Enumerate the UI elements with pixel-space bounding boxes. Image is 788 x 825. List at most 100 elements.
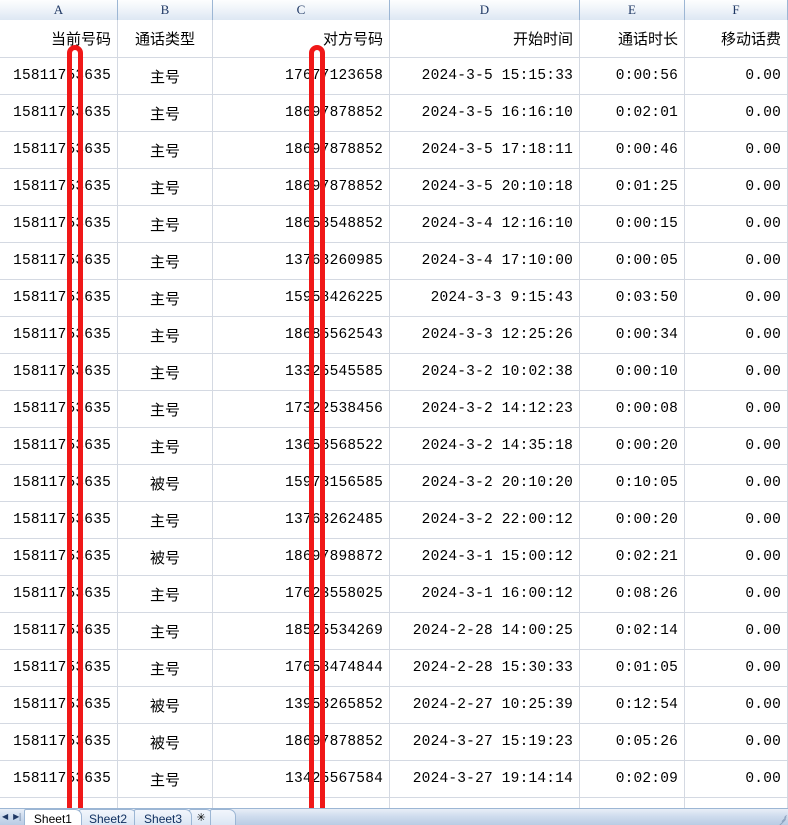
table-row[interactable]: 15811753635 主号 13768262485 2024-3-2 22:00:1… (0, 502, 788, 539)
cell-current-number[interactable]: 15811753635 (0, 465, 118, 501)
cell-other-number[interactable]: 18697898872 (213, 539, 390, 575)
cell-duration[interactable]: 0:01:25 (580, 169, 685, 205)
table-row[interactable]: 15811753635 主号 13425567584 2024-3-27 19:14:… (0, 761, 788, 798)
cell-current-number[interactable]: 15811753635 (0, 243, 118, 279)
cell-current-number[interactable]: 15811753635 (0, 761, 118, 797)
column-header-d[interactable]: D (390, 0, 580, 20)
cell-duration[interactable]: 0:00:10 (580, 354, 685, 390)
cell-call-type[interactable]: 主号 (118, 576, 213, 612)
last-sheet-arrow-icon[interactable]: ▶| (13, 811, 21, 821)
cell-call-type[interactable]: 被号 (118, 687, 213, 723)
column-header-a[interactable]: A (0, 0, 118, 20)
cell-other-number[interactable]: 18658548852 (213, 206, 390, 242)
cell-other-number[interactable]: 13425567584 (213, 761, 390, 797)
cell-other-number[interactable]: 13325545585 (213, 354, 390, 390)
cell-fee[interactable]: 0.00 (685, 465, 788, 501)
cell-duration[interactable]: 0:02:14 (580, 613, 685, 649)
table-row[interactable]: 15811753635 主号 13658568522 2024-3-2 14:35:1… (0, 428, 788, 465)
cell-current-number[interactable]: 15811753635 (0, 650, 118, 686)
header-cell-duration[interactable]: 通话时长 (580, 20, 685, 57)
sheet-tab-sheet1[interactable]: Sheet1 (23, 809, 82, 825)
cell-call-type[interactable]: 被号 (118, 465, 213, 501)
cell-other-number[interactable]: 13768262485 (213, 502, 390, 538)
cell-call-type[interactable]: 主号 (118, 169, 213, 205)
cell-duration[interactable]: 0:00:56 (580, 58, 685, 94)
cell-current-number[interactable]: 15811753635 (0, 613, 118, 649)
cell-duration[interactable]: 0:00:34 (580, 317, 685, 353)
table-row[interactable]: 15811753635 被号 15978156585 2024-3-2 20:10:2… (0, 465, 788, 502)
cell-duration[interactable]: 0:12:54 (580, 687, 685, 723)
cell-call-type[interactable]: 主号 (118, 502, 213, 538)
spreadsheet-grid[interactable]: 当前号码 通话类型 对方号码 开始时间 通话时长 移动话费 1581175363… (0, 20, 788, 825)
cell-other-number[interactable]: 18697878852 (213, 169, 390, 205)
cell-call-type[interactable]: 主号 (118, 613, 213, 649)
cell-start-time[interactable]: 2024-3-4 17:10:00 (390, 243, 580, 279)
cell-call-type[interactable]: 主号 (118, 58, 213, 94)
cell-current-number[interactable]: 15811753635 (0, 95, 118, 131)
cell-duration[interactable]: 0:01:05 (580, 650, 685, 686)
cell-fee[interactable]: 0.00 (685, 724, 788, 760)
cell-fee[interactable]: 0.00 (685, 317, 788, 353)
cell-call-type[interactable]: 主号 (118, 354, 213, 390)
cell-call-type[interactable]: 主号 (118, 132, 213, 168)
column-header-e[interactable]: E (580, 0, 685, 20)
cell-current-number[interactable]: 15811753635 (0, 354, 118, 390)
cell-start-time[interactable]: 2024-3-3 9:15:43 (390, 280, 580, 316)
cell-duration[interactable]: 0:05:26 (580, 724, 685, 760)
table-row[interactable]: 15811753635 主号 18697878852 2024-3-5 16:16:1… (0, 95, 788, 132)
cell-current-number[interactable]: 15811753635 (0, 391, 118, 427)
table-row[interactable]: 15811753635 被号 18697878852 2024-3-27 15:19:… (0, 724, 788, 761)
cell-fee[interactable]: 0.00 (685, 58, 788, 94)
cell-fee[interactable]: 0.00 (685, 243, 788, 279)
cell-other-number[interactable]: 15958426225 (213, 280, 390, 316)
cell-start-time[interactable]: 2024-3-3 12:25:26 (390, 317, 580, 353)
cell-fee[interactable]: 0.00 (685, 206, 788, 242)
cell-current-number[interactable]: 15811753635 (0, 132, 118, 168)
cell-current-number[interactable]: 15811753635 (0, 576, 118, 612)
cell-call-type[interactable]: 主号 (118, 317, 213, 353)
cell-current-number[interactable]: 15811753635 (0, 724, 118, 760)
cell-fee[interactable]: 0.00 (685, 502, 788, 538)
cell-start-time[interactable]: 2024-3-27 15:19:23 (390, 724, 580, 760)
cell-duration[interactable]: 0:02:09 (580, 761, 685, 797)
cell-current-number[interactable]: 15811753635 (0, 169, 118, 205)
cell-other-number[interactable]: 18697878852 (213, 95, 390, 131)
table-row[interactable]: 15811753635 被号 13958265852 2024-2-27 10:25:… (0, 687, 788, 724)
cell-fee[interactable]: 0.00 (685, 613, 788, 649)
cell-start-time[interactable]: 2024-2-28 14:00:25 (390, 613, 580, 649)
cell-other-number[interactable]: 17322538456 (213, 391, 390, 427)
cell-fee[interactable]: 0.00 (685, 761, 788, 797)
sheet-tabs[interactable]: Sheet1 Sheet2 Sheet3 (23, 809, 193, 825)
header-cell-other-number[interactable]: 对方号码 (213, 20, 390, 57)
cell-duration[interactable]: 0:00:15 (580, 206, 685, 242)
cell-call-type[interactable]: 主号 (118, 206, 213, 242)
cell-call-type[interactable]: 主号 (118, 95, 213, 131)
cell-start-time[interactable]: 2024-3-5 17:18:11 (390, 132, 580, 168)
table-row[interactable]: 15811753635 主号 15958426225 2024-3-3 9:15:43… (0, 280, 788, 317)
cell-current-number[interactable]: 15811753635 (0, 687, 118, 723)
cell-duration[interactable]: 0:02:01 (580, 95, 685, 131)
cell-start-time[interactable]: 2024-3-2 20:10:20 (390, 465, 580, 501)
cell-fee[interactable]: 0.00 (685, 576, 788, 612)
cell-fee[interactable]: 0.00 (685, 539, 788, 575)
cell-duration[interactable]: 0:00:46 (580, 132, 685, 168)
cell-duration[interactable]: 0:08:26 (580, 576, 685, 612)
cell-call-type[interactable]: 主号 (118, 280, 213, 316)
cell-other-number[interactable]: 13768260985 (213, 243, 390, 279)
cell-other-number[interactable]: 17677123658 (213, 58, 390, 94)
cell-call-type[interactable]: 主号 (118, 391, 213, 427)
cell-fee[interactable]: 0.00 (685, 354, 788, 390)
cell-current-number[interactable]: 15811753635 (0, 539, 118, 575)
resize-grip-icon[interactable] (777, 814, 787, 825)
cell-other-number[interactable]: 18697878852 (213, 724, 390, 760)
cell-start-time[interactable]: 2024-3-27 19:14:14 (390, 761, 580, 797)
cell-start-time[interactable]: 2024-3-1 16:00:12 (390, 576, 580, 612)
cell-call-type[interactable]: 主号 (118, 761, 213, 797)
cell-fee[interactable]: 0.00 (685, 280, 788, 316)
table-row[interactable]: 15811753635 主号 18658548852 2024-3-4 12:16:1… (0, 206, 788, 243)
cell-other-number[interactable]: 18697878852 (213, 132, 390, 168)
table-row[interactable]: 15811753635 主号 17658474844 2024-2-28 15:30:… (0, 650, 788, 687)
cell-fee[interactable]: 0.00 (685, 169, 788, 205)
cell-duration[interactable]: 0:00:20 (580, 428, 685, 464)
cell-fee[interactable]: 0.00 (685, 132, 788, 168)
